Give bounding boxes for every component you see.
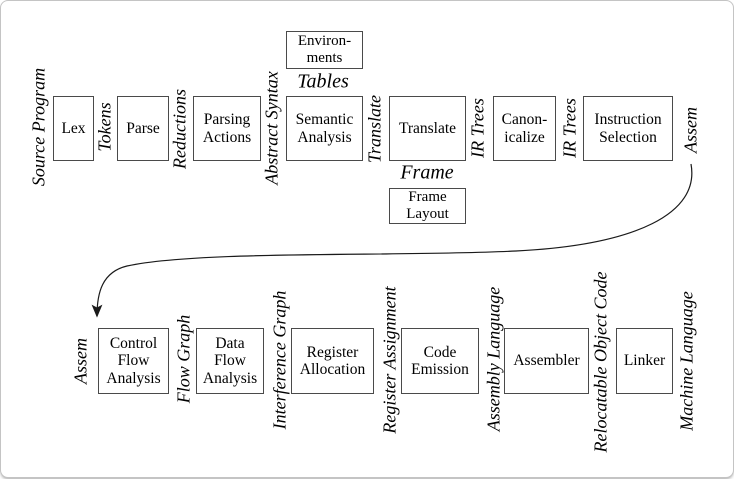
phase-box-translate: Translate [389, 96, 466, 161]
phase-box-code-emission: Code Emission [401, 328, 479, 394]
edge-label-reductions: Reductions [169, 89, 190, 169]
phase-box-frame-layout: Frame Layout [389, 188, 466, 224]
edge-label-register-assignment: Register Assignment [379, 286, 400, 434]
edge-label-relocatable-object-code: Relocatable Object Code [590, 271, 611, 453]
edge-label-interference-graph: Interference Graph [269, 290, 290, 430]
edge-label-assembly-language: Assembly Language [483, 286, 504, 432]
edge-label-translate: Translate [364, 94, 385, 164]
phase-box-linker: Linker [616, 328, 673, 394]
edge-label-tokens: Tokens [94, 102, 115, 152]
edge-label-machine-language: Machine Language [676, 291, 697, 431]
phase-box-canonicalize: Canon- icalize [493, 96, 556, 161]
phase-box-assembler: Assembler [504, 328, 589, 394]
phase-box-instruction-selection: Instruction Selection [583, 96, 673, 161]
phase-box-register-allocation: Register Allocation [291, 328, 374, 394]
edge-label-ir-trees-1: IR Trees [467, 98, 488, 158]
phase-box-control-flow-analysis: Control Flow Analysis [98, 328, 169, 394]
annotation-frame: Frame [400, 161, 454, 184]
annotation-tables: Tables [297, 70, 349, 93]
phase-box-parsing-actions: Parsing Actions [193, 96, 261, 161]
phase-box-parse: Parse [117, 96, 169, 161]
edge-label-assem-bottom: Assem [70, 338, 91, 384]
edge-label-flow-graph: Flow Graph [173, 314, 194, 404]
phase-box-lex: Lex [53, 96, 94, 161]
phase-box-semantic-analysis: Semantic Analysis [286, 96, 363, 161]
phase-box-data-flow-analysis: Data Flow Analysis [196, 328, 264, 394]
edge-label-source-program: Source Program [28, 67, 49, 187]
edge-label-ir-trees-2: IR Trees [559, 98, 580, 158]
edge-label-assem-top: Assem [680, 107, 701, 153]
edge-label-abstract-syntax: Abstract Syntax [261, 71, 282, 185]
phase-box-environments: Environ- ments [286, 31, 363, 69]
